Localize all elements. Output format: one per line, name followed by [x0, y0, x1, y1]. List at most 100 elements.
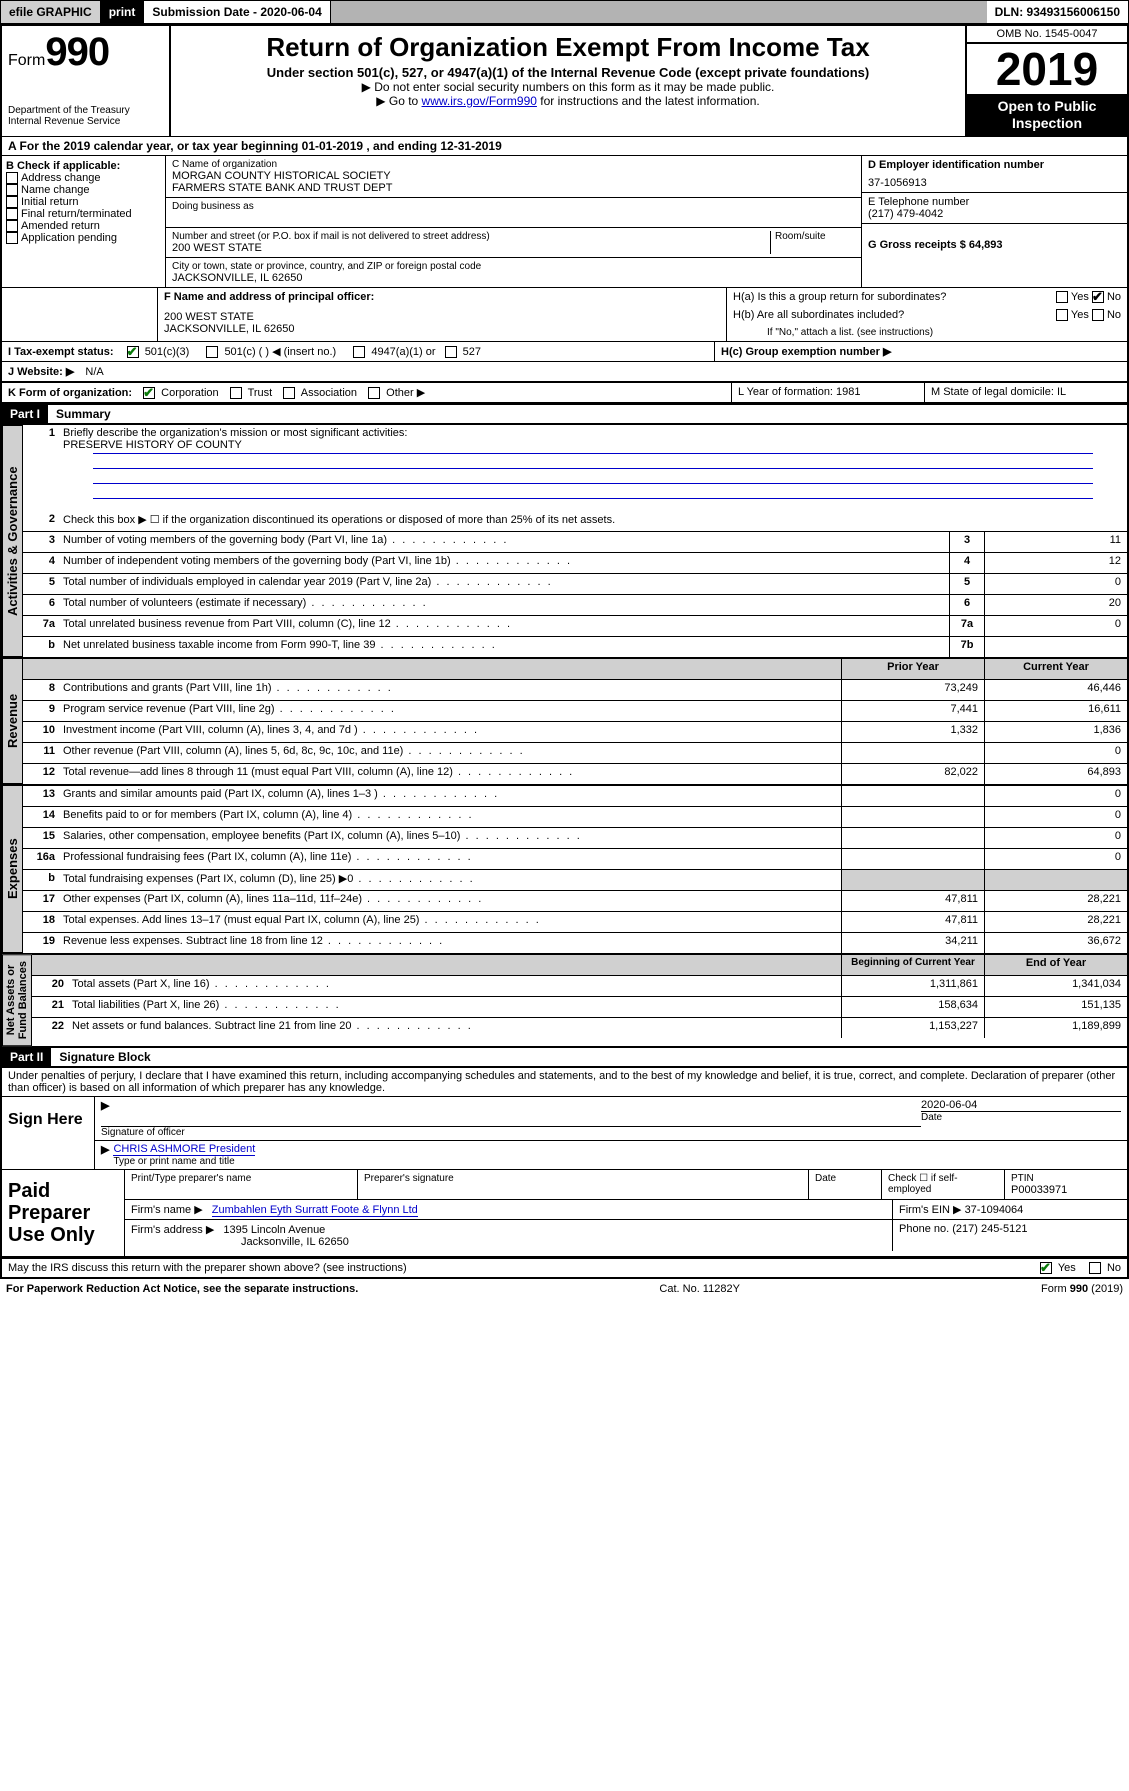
ln-beg: 1,153,227 — [841, 1018, 984, 1038]
gross-receipts: G Gross receipts $ 64,893 — [868, 239, 1121, 251]
hb-no[interactable] — [1092, 309, 1104, 321]
ln-end: 151,135 — [984, 997, 1127, 1017]
discuss-yes[interactable] — [1040, 1262, 1052, 1274]
ln-box: 4 — [949, 553, 984, 573]
perjury-text: Under penalties of perjury, I declare th… — [0, 1068, 1129, 1096]
ln-num: 15 — [23, 828, 59, 848]
sig-name-label: Type or print name and title — [113, 1156, 1121, 1167]
ln-num: b — [23, 870, 59, 890]
sig-date-label: Date — [921, 1111, 1121, 1123]
ln-curr: 16,611 — [984, 701, 1127, 721]
ha-no[interactable] — [1092, 291, 1104, 303]
net-hdr-spacer — [68, 955, 841, 975]
assoc-label: Association — [301, 387, 357, 399]
ln-box: 3 — [949, 532, 984, 552]
ln-num: 21 — [32, 997, 68, 1017]
assoc-check[interactable] — [283, 387, 295, 399]
ssn-warning: ▶ Do not enter social security numbers o… — [175, 80, 961, 94]
vtab-revenue: Revenue — [2, 658, 23, 784]
org-name-2: FARMERS STATE BANK AND TRUST DEPT — [172, 182, 855, 194]
ln-num: 22 — [32, 1018, 68, 1038]
ln-val: 11 — [984, 532, 1127, 552]
ln-num: 11 — [23, 743, 59, 763]
rev-hdr-spacer — [59, 659, 841, 679]
527-check[interactable] — [445, 346, 457, 358]
i-label: I Tax-exempt status: — [8, 346, 114, 358]
ln-text: Total number of volunteers (estimate if … — [59, 595, 949, 615]
goto-line: ▶ Go to www.irs.gov/Form990 for instruct… — [175, 94, 961, 108]
ln-prior — [841, 807, 984, 827]
box-b: B Check if applicable: Address change Na… — [2, 156, 166, 287]
header-right-box: OMB No. 1545-0047 2019 Open to Public In… — [965, 26, 1127, 136]
q1-answer: PRESERVE HISTORY OF COUNTY — [63, 439, 242, 451]
ln-text: Total expenses. Add lines 13–17 (must eq… — [59, 912, 841, 932]
tax-year: 2019 — [967, 44, 1127, 94]
omb-label: OMB No. 1545-0047 — [967, 26, 1127, 44]
hb-yes[interactable] — [1056, 309, 1068, 321]
ln-box: 7b — [949, 637, 984, 657]
form-number: 990 — [45, 30, 109, 74]
irs-link[interactable]: www.irs.gov/Form990 — [422, 94, 537, 108]
discuss-no[interactable] — [1089, 1262, 1101, 1274]
ln-curr: 0 — [984, 849, 1127, 869]
pra-notice: For Paperwork Reduction Act Notice, see … — [6, 1283, 358, 1295]
ln-num: 7a — [23, 616, 59, 636]
part2-title: Signature Block — [51, 1050, 150, 1064]
print-button[interactable]: print — [101, 1, 145, 23]
street-addr: 200 WEST STATE — [172, 242, 770, 254]
ha-yes[interactable] — [1056, 291, 1068, 303]
ln-text: Total liabilities (Part X, line 26) — [68, 997, 841, 1017]
city-value: JACKSONVILLE, IL 62650 — [172, 272, 855, 284]
firm-ein: 37-1094064 — [965, 1204, 1024, 1216]
name-change-check[interactable] — [6, 184, 18, 196]
vtab-governance: Activities & Governance — [2, 425, 23, 657]
firm-addr1: 1395 Lincoln Avenue — [223, 1224, 325, 1236]
part1-hdr: Part I — [2, 405, 48, 423]
prep-date-label: Date — [809, 1170, 882, 1199]
ln-prior — [841, 828, 984, 848]
trust-check[interactable] — [230, 387, 242, 399]
ln-curr: 36,672 — [984, 933, 1127, 953]
org-name-1: MORGAN COUNTY HISTORICAL SOCIETY — [172, 170, 855, 182]
ln-text: Number of voting members of the governin… — [59, 532, 949, 552]
ln-text: Total unrelated business revenue from Pa… — [59, 616, 949, 636]
ln-text: Benefits paid to or for members (Part IX… — [59, 807, 841, 827]
box-d: D Employer identification number 37-1056… — [862, 156, 1127, 287]
ln-prior — [841, 786, 984, 806]
room-label: Room/suite — [770, 231, 855, 254]
dept-label: Department of the Treasury — [8, 105, 163, 116]
527-label: 527 — [463, 346, 481, 358]
amended-check[interactable] — [6, 220, 18, 232]
ln2-num: 2 — [23, 511, 59, 531]
other-check[interactable] — [368, 387, 380, 399]
phone-label: E Telephone number — [868, 196, 1121, 208]
final-check[interactable] — [6, 208, 18, 220]
officer-addr1: 200 WEST STATE — [164, 311, 720, 323]
ln-text: Salaries, other compensation, employee b… — [59, 828, 841, 848]
mission-line-3 — [93, 483, 1093, 484]
ln-num: 20 — [32, 976, 68, 996]
box-hc: H(c) Group exemption number ▶ — [715, 342, 1127, 361]
ln-text: Number of independent voting members of … — [59, 553, 949, 573]
ln-num: b — [23, 637, 59, 657]
officer-label: F Name and address of principal officer: — [164, 291, 720, 303]
ha-label: H(a) Is this a group return for subordin… — [733, 291, 973, 303]
ln-num: 17 — [23, 891, 59, 911]
initial-check[interactable] — [6, 196, 18, 208]
ln-num: 13 — [23, 786, 59, 806]
501c-check[interactable] — [206, 346, 218, 358]
ln-text: Professional fundraising fees (Part IX, … — [59, 849, 841, 869]
paid-preparer-title: Paid Preparer Use Only — [2, 1170, 124, 1256]
mission-line-2 — [93, 468, 1093, 469]
4947-check[interactable] — [353, 346, 365, 358]
beg-year-hdr: Beginning of Current Year — [841, 955, 984, 975]
ln-end: 1,341,034 — [984, 976, 1127, 996]
ln-curr: 28,221 — [984, 891, 1127, 911]
box-j: J Website: ▶ N/A — [2, 362, 1127, 381]
vtab-netassets: Net Assets or Fund Balances — [2, 954, 32, 1046]
corp-check[interactable] — [143, 387, 155, 399]
addr-change-check[interactable] — [6, 172, 18, 184]
firm-name[interactable]: Zumbahlen Eyth Surratt Foote & Flynn Ltd — [212, 1204, 418, 1217]
501c3-check[interactable] — [127, 346, 139, 358]
pending-check[interactable] — [6, 232, 18, 244]
